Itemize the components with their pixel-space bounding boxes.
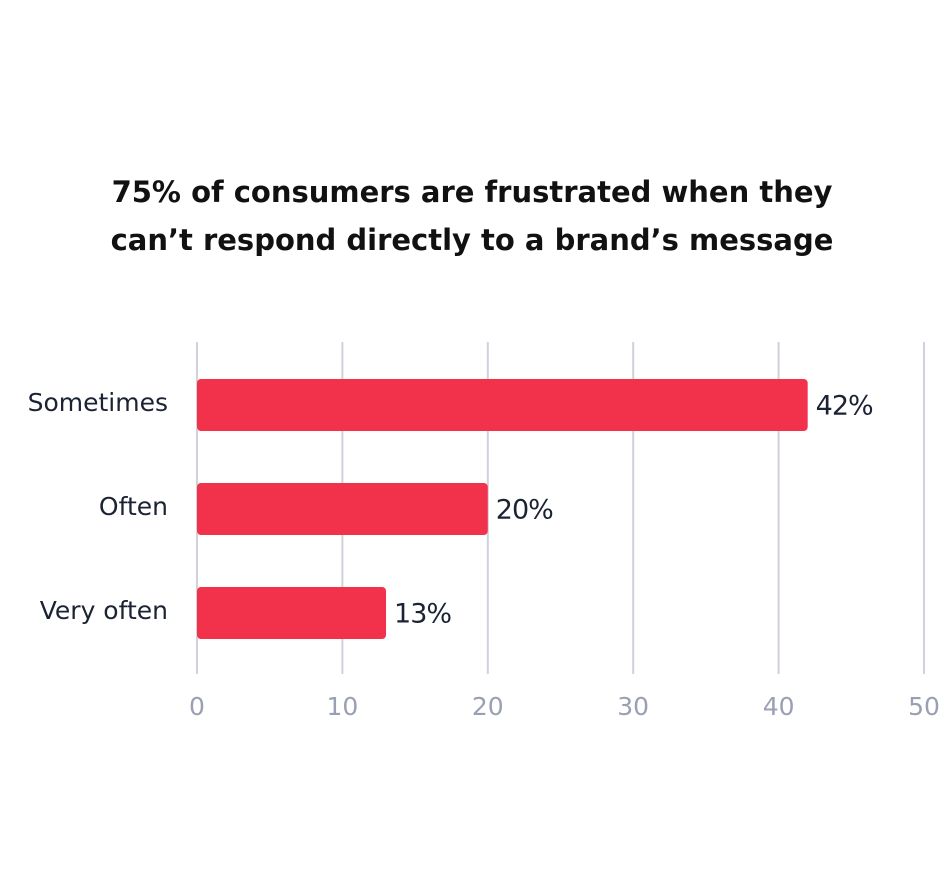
category-labels: Sometimes Often Very often — [28, 388, 168, 625]
category-label: Sometimes — [28, 388, 168, 417]
chart-title: 75% of consumers are frustrated when the… — [0, 168, 944, 264]
x-tick-label: 20 — [472, 692, 504, 721]
x-tick-label: 10 — [326, 692, 358, 721]
x-tick-label: 0 — [189, 692, 205, 721]
bar-sometimes — [197, 379, 808, 431]
bar-often — [197, 483, 488, 535]
value-label: 13% — [394, 599, 451, 630]
bar-very-often — [197, 587, 387, 639]
x-tick-label: 40 — [763, 692, 795, 721]
value-label: 20% — [496, 495, 553, 526]
category-label: Very often — [40, 596, 168, 625]
bars — [197, 379, 808, 639]
value-labels: 42% 20% 13% — [394, 391, 874, 630]
x-tick-label: 50 — [908, 692, 940, 721]
category-label: Often — [99, 492, 168, 521]
x-axis-tick-labels: 0 10 20 30 40 50 — [189, 692, 940, 721]
value-label: 42% — [816, 391, 873, 422]
chart-title-line-2: can’t respond directly to a brand’s mess… — [110, 223, 834, 257]
x-tick-label: 30 — [617, 692, 649, 721]
chart-title-line-1: 75% of consumers are frustrated when the… — [111, 175, 833, 209]
